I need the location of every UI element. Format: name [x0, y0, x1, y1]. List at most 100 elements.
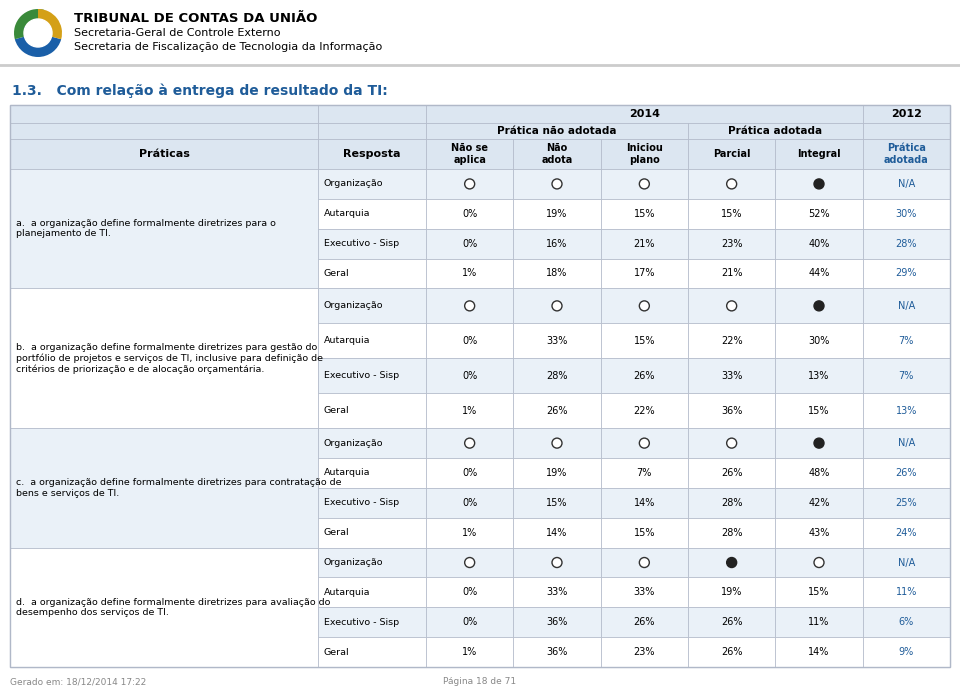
Text: b.  a organização define formalmente diretrizes para gestão do
portfólio de proj: b. a organização define formalmente dire… — [16, 343, 323, 374]
Text: 19%: 19% — [721, 588, 742, 597]
Wedge shape — [38, 9, 62, 39]
Bar — [318, 607, 426, 637]
Bar — [318, 488, 426, 518]
Text: a.  a organização define formalmente diretrizes para o
planejamento de TI.: a. a organização define formalmente dire… — [16, 219, 276, 238]
Bar — [863, 637, 950, 667]
Text: Autarquia: Autarquia — [324, 337, 371, 345]
Bar — [318, 458, 426, 488]
Text: Geral: Geral — [324, 406, 349, 415]
Bar — [426, 123, 688, 139]
Bar — [318, 393, 426, 428]
Text: Prática
adotada: Prática adotada — [884, 143, 928, 164]
Bar — [776, 169, 863, 199]
Bar — [688, 458, 776, 488]
Bar — [688, 393, 776, 428]
Bar — [601, 289, 688, 323]
Text: 48%: 48% — [808, 468, 829, 478]
Bar — [688, 607, 776, 637]
Text: Autarquia: Autarquia — [324, 209, 371, 218]
Text: 40%: 40% — [808, 238, 829, 249]
Text: Não
adota: Não adota — [541, 143, 572, 164]
Bar — [514, 259, 601, 289]
Text: Autarquia: Autarquia — [324, 588, 371, 597]
Bar — [688, 548, 776, 577]
Bar — [514, 548, 601, 577]
Text: 1%: 1% — [462, 268, 477, 279]
Bar — [688, 488, 776, 518]
Text: 26%: 26% — [634, 618, 655, 627]
Text: Iniciou
plano: Iniciou plano — [626, 143, 662, 164]
Bar — [318, 259, 426, 289]
Bar — [514, 518, 601, 548]
Text: 22%: 22% — [634, 406, 655, 415]
Text: Parcial: Parcial — [713, 149, 751, 159]
Bar — [863, 139, 950, 169]
Circle shape — [552, 438, 562, 448]
Circle shape — [639, 438, 649, 448]
Bar — [426, 458, 514, 488]
Bar — [601, 428, 688, 458]
Circle shape — [814, 558, 824, 567]
Bar — [863, 123, 950, 139]
Text: Secretaria de Fiscalização de Tecnologia da Informação: Secretaria de Fiscalização de Tecnologia… — [74, 42, 382, 52]
Circle shape — [814, 301, 824, 311]
Bar — [318, 358, 426, 393]
Text: 21%: 21% — [721, 268, 742, 279]
Bar — [688, 518, 776, 548]
Text: 15%: 15% — [634, 528, 655, 537]
Bar — [10, 105, 318, 123]
Circle shape — [727, 301, 736, 311]
Text: Geral: Geral — [324, 648, 349, 657]
Bar — [601, 607, 688, 637]
Bar — [776, 548, 863, 577]
Bar — [601, 577, 688, 607]
Text: 28%: 28% — [721, 528, 742, 537]
Text: 36%: 36% — [546, 618, 567, 627]
Bar — [318, 577, 426, 607]
Bar — [601, 488, 688, 518]
Text: 36%: 36% — [721, 406, 742, 415]
Bar — [318, 105, 426, 123]
Text: 18%: 18% — [546, 268, 567, 279]
Circle shape — [639, 301, 649, 311]
Bar — [601, 637, 688, 667]
Bar — [863, 577, 950, 607]
Circle shape — [24, 19, 52, 47]
Bar — [776, 323, 863, 358]
Bar — [863, 169, 950, 199]
Bar — [318, 289, 426, 323]
Bar — [776, 229, 863, 259]
Bar — [776, 139, 863, 169]
Text: 52%: 52% — [808, 209, 829, 219]
Text: 43%: 43% — [808, 528, 829, 537]
Bar — [688, 123, 863, 139]
Text: 23%: 23% — [634, 647, 655, 657]
Text: 9%: 9% — [899, 647, 914, 657]
Text: 33%: 33% — [634, 588, 655, 597]
Text: Práticas: Práticas — [138, 149, 189, 159]
Text: 1%: 1% — [462, 406, 477, 415]
Bar — [688, 323, 776, 358]
Wedge shape — [14, 9, 44, 39]
Bar — [688, 289, 776, 323]
Bar — [318, 428, 426, 458]
Bar — [426, 548, 514, 577]
Bar — [426, 229, 514, 259]
Text: 19%: 19% — [546, 209, 567, 219]
Bar — [863, 323, 950, 358]
Text: 11%: 11% — [896, 588, 917, 597]
Text: 15%: 15% — [808, 588, 829, 597]
Bar — [10, 169, 318, 289]
Bar — [601, 548, 688, 577]
Text: 14%: 14% — [808, 647, 829, 657]
Text: Secretaria-Geral de Controle Externo: Secretaria-Geral de Controle Externo — [74, 28, 280, 38]
Bar — [863, 428, 950, 458]
Circle shape — [552, 179, 562, 189]
Text: TCU: TCU — [24, 26, 52, 40]
Bar — [318, 123, 426, 139]
Bar — [514, 428, 601, 458]
Bar — [10, 548, 318, 667]
Bar — [426, 488, 514, 518]
Bar — [426, 259, 514, 289]
Bar — [601, 393, 688, 428]
